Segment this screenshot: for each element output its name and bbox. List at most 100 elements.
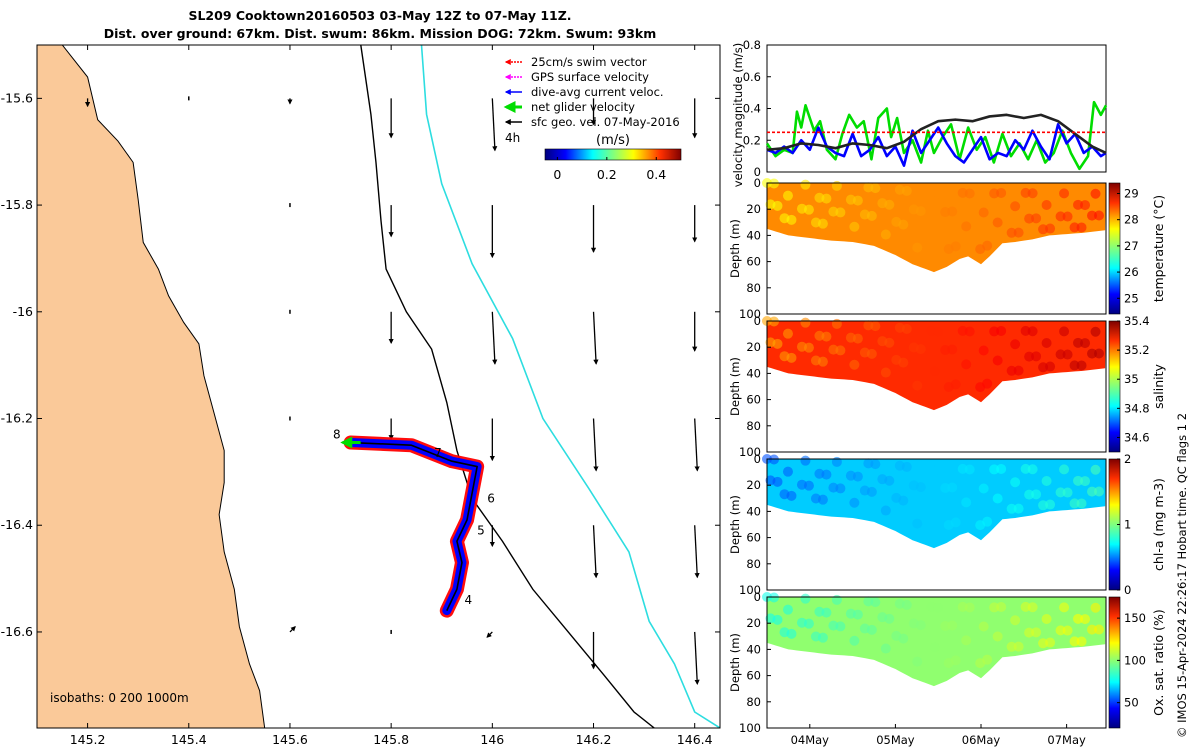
section-data-patch xyxy=(1024,213,1035,224)
map-y-tick-label: -16.2 xyxy=(1,411,33,426)
section-frame xyxy=(766,320,1107,453)
map-frame xyxy=(36,44,721,729)
section-frame xyxy=(766,596,1107,729)
section-3: 0 20 40 60 80 100 Depth (m) 50 100 150 Ox. sat. ra… xyxy=(728,590,1166,747)
section-data-patch xyxy=(982,654,993,665)
section-data-patch xyxy=(880,367,891,378)
section-data-patch xyxy=(915,620,926,631)
section-y-tick-label: 40 xyxy=(746,366,761,380)
section-data-patch xyxy=(947,206,958,217)
section-data-patch xyxy=(821,331,832,342)
section-data-patch xyxy=(849,635,860,646)
section-data-patch xyxy=(866,624,877,635)
section-data-patch xyxy=(929,366,940,377)
section-data-patch xyxy=(961,497,972,508)
section-data-patch xyxy=(831,318,842,329)
section-data-patch xyxy=(1006,365,1017,376)
section-y-tick-label: 40 xyxy=(746,504,761,518)
legend-label: 25cm/s swim vector xyxy=(531,55,647,69)
section-colorbar-label: chl-a (mg m-3) xyxy=(1151,478,1166,571)
section-x-tick-label: 07May xyxy=(1047,733,1086,747)
section-colorbar-tick-label: 28 xyxy=(1124,213,1139,227)
sfc-geo-vector xyxy=(289,626,296,633)
section-data-patch xyxy=(1090,188,1101,199)
section-data-patch xyxy=(929,504,940,515)
section-data-patch xyxy=(786,214,797,225)
section-colorbar-tick-label: 34.8 xyxy=(1124,401,1150,415)
section-data-patch xyxy=(800,593,811,604)
map-x-tick-label: 145.2 xyxy=(70,732,106,747)
section-colorbar-tick-label: 29 xyxy=(1124,186,1139,200)
section-data-patch xyxy=(992,355,1003,366)
section-data-patch xyxy=(950,655,961,666)
section-data-patch xyxy=(817,632,828,643)
section-y-tick-label: 60 xyxy=(746,393,761,407)
timeseries-y-tick-label: 0.2 xyxy=(743,133,761,147)
section-data-patch xyxy=(1055,349,1066,360)
section-y-tick-label: 100 xyxy=(739,307,761,321)
map-y-tick-label: -16 xyxy=(13,304,33,319)
section-data-patch xyxy=(1059,188,1070,199)
section-data-patch xyxy=(772,614,783,625)
section-colorbar-tick-label: 100 xyxy=(1124,653,1146,667)
sfc-geo-vector xyxy=(486,631,493,638)
section-data-patch xyxy=(1006,503,1017,514)
section-colorbar-tick-label: 27 xyxy=(1124,239,1139,253)
section-data-patch xyxy=(933,326,944,337)
section-data-patch xyxy=(912,242,923,253)
section-data-patch xyxy=(1041,338,1052,349)
section-x-tick-label: 06May xyxy=(962,733,1001,747)
section-data-patch xyxy=(964,602,975,613)
section-data-patch xyxy=(961,359,972,370)
figure-title-line1: SL209 Cooktown20160503 03-May 12Z to 07-… xyxy=(188,8,572,23)
section-data-patch xyxy=(1031,627,1042,638)
sfc-geo-vector xyxy=(694,631,700,685)
section-data-patch xyxy=(1027,326,1038,337)
glider-track xyxy=(350,441,478,611)
section-data-patch xyxy=(852,609,863,620)
section-data-patch xyxy=(982,240,993,251)
section-colorbar-tick-label: 25 xyxy=(1124,291,1139,305)
side-attribution-text: © IMOS 15-Apr-2024 22:26:17 Hobart time.… xyxy=(1175,413,1189,738)
map-x-tick-label: 145.6 xyxy=(272,732,308,747)
section-data-patch xyxy=(880,229,891,240)
section-data-patch xyxy=(933,602,944,613)
section-data-patch xyxy=(1080,614,1091,625)
section-data-patch xyxy=(1055,211,1066,222)
section-colorbar xyxy=(1108,182,1121,315)
section-data-patch xyxy=(964,464,975,475)
section-data-patch xyxy=(933,464,944,475)
section-data-patch xyxy=(1076,360,1087,371)
section-data-patch xyxy=(821,607,832,618)
section-colorbar xyxy=(1108,320,1121,453)
section-data-patch xyxy=(898,633,909,644)
section-y-tick-label: 20 xyxy=(746,340,761,354)
section-data-patch xyxy=(1041,200,1052,211)
section-data-patch xyxy=(803,480,814,491)
section-data-patch xyxy=(964,326,975,337)
section-data-patch xyxy=(898,219,909,230)
sfc-geo-vector xyxy=(694,418,700,472)
section-ylabel: Depth (m) xyxy=(728,495,742,554)
section-data-patch xyxy=(1027,464,1038,475)
section-data-patch xyxy=(849,221,860,232)
section-data-patch xyxy=(996,187,1007,198)
map-colorbar xyxy=(544,148,682,161)
section-data-patch xyxy=(1027,602,1038,613)
section-data-patch xyxy=(1090,602,1101,613)
map-panel: 8 7 6 5 4 isobaths: 0 200 1000m 145.2 145.4 145.… xyxy=(1,44,721,747)
section-data-patch xyxy=(884,475,895,486)
isobath-1000m xyxy=(420,45,720,728)
section-data-patch xyxy=(898,495,909,506)
section-data-patch xyxy=(978,207,989,218)
velocity-series-line xyxy=(766,123,1107,167)
section-ylabel: Depth (m) xyxy=(728,219,742,278)
timeseries-y-tick-label: 0.4 xyxy=(743,102,761,116)
section-data-patch xyxy=(915,344,926,355)
map-x-tick-label: 145.4 xyxy=(171,732,207,747)
section-data-patch xyxy=(786,628,797,639)
section-data-patch xyxy=(1069,222,1080,233)
section-data-patch xyxy=(1069,360,1080,371)
section-data-patch xyxy=(1013,365,1024,376)
